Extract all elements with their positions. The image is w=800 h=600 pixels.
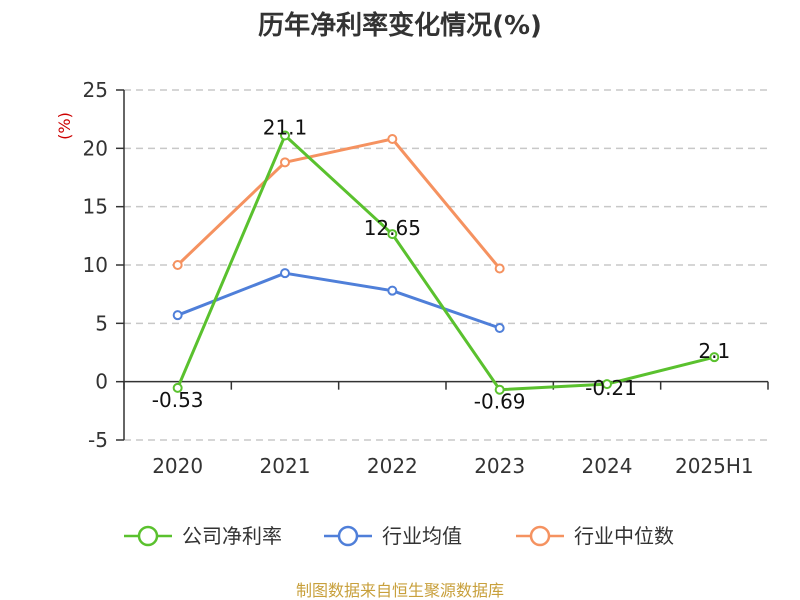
y-tick-label: -5: [88, 428, 108, 452]
data-point: [602, 379, 612, 390]
data-labels: -0.53 21.1 12.65 -0.69 -0.21 2.1: [152, 116, 730, 414]
data-label: -0.53: [152, 388, 204, 412]
chart-title: 历年净利率变化情况(%): [258, 10, 542, 41]
data-point: [494, 384, 505, 395]
y-tick-label: 15: [83, 195, 108, 219]
x-tick-label: 2023: [474, 454, 525, 478]
data-point: [280, 130, 290, 141]
data-point: [494, 323, 505, 333]
data-label: -0.69: [474, 390, 526, 414]
data-label: 2.1: [698, 339, 730, 363]
data-point: [387, 285, 398, 296]
legend-marker: [529, 525, 551, 547]
x-tick-label: 2024: [582, 454, 633, 478]
legend-label: 公司净利率: [182, 524, 282, 548]
data-label: 21.1: [263, 116, 308, 140]
x-tick-label: 2025H1: [675, 454, 754, 478]
series-line: [176, 134, 715, 392]
data-point: [494, 263, 505, 274]
data-point: [280, 268, 290, 279]
x-tick-label: 2021: [260, 454, 311, 478]
data-point: [387, 229, 398, 240]
series-line: [176, 137, 501, 270]
source-note: 制图数据来自恒生聚源数据库: [296, 581, 504, 600]
legend-label: 行业均值: [382, 524, 462, 548]
x-tick-label: 2020: [152, 454, 203, 478]
data-point: [172, 310, 183, 321]
data-point: [172, 382, 183, 393]
y-tick-label: 25: [83, 78, 108, 102]
y-tick-label: 20: [83, 136, 108, 160]
data-label: -0.21: [585, 376, 637, 400]
legend-label: 行业中位数: [574, 524, 674, 548]
data-point: [172, 260, 183, 270]
legend-item[interactable]: 行业中位数: [516, 524, 674, 548]
legend-marker: [337, 525, 359, 547]
axes: -5 0 5 10 15 20 25 2020 2021 2022 2023 2024 2025H1: [83, 78, 769, 478]
data-point: [280, 157, 290, 168]
series-group: [172, 130, 720, 395]
legend[interactable]: 公司净利率 行业均值 行业中位数: [124, 524, 674, 548]
y-unit-label: (%): [55, 112, 74, 140]
y-tick-label: 5: [95, 311, 108, 335]
legend-item[interactable]: 行业均值: [324, 524, 462, 548]
data-point: [387, 134, 398, 144]
x-tick-label: 2022: [367, 454, 418, 478]
legend-marker: [137, 525, 159, 547]
data-label: 12.65: [364, 216, 421, 240]
y-tick-label: 10: [83, 253, 108, 277]
legend-item[interactable]: 公司净利率: [124, 524, 282, 548]
data-point: [709, 352, 720, 363]
y-tick-label: 0: [95, 370, 108, 394]
